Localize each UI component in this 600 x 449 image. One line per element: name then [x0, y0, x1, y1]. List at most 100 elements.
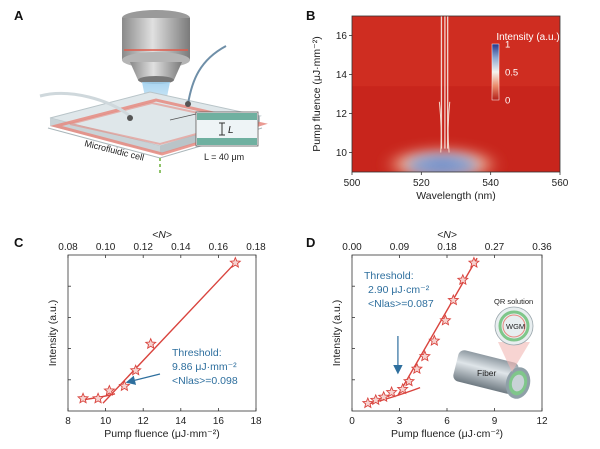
- colorbar-tick-label: 0: [505, 96, 510, 107]
- y-axis-label: Pump fluence (μJ·mm⁻²): [311, 36, 323, 151]
- data-point: [377, 390, 390, 403]
- panel-a-letter: A: [14, 8, 24, 23]
- outlet-tube-drawing: [187, 45, 227, 105]
- x-tick-label: 8: [65, 416, 71, 427]
- fiber-inset: Fiber WGM QR solution: [453, 297, 534, 399]
- x-axis-label: Wavelength (nm): [416, 190, 496, 202]
- y-axis-label: Intensity (a.u.): [47, 300, 59, 367]
- wgm-label: WGM: [506, 322, 525, 331]
- data-point: [129, 364, 142, 376]
- data-point: [402, 374, 416, 387]
- threshold-title: Threshold:: [172, 347, 222, 359]
- threshold-n: <Nlas>=0.098: [172, 375, 238, 387]
- data-point: [418, 350, 431, 362]
- plot-frame: [67, 254, 257, 412]
- top-x-tick-label: 0.10: [96, 242, 116, 253]
- fiber-core: [511, 374, 525, 392]
- zoom-ring: [498, 310, 530, 342]
- panel-d: D 0 3 6 9 12 0.00 0.09 0.18 0.27 0.36 Pump fluence …: [306, 229, 552, 440]
- top-x-tick-label: 0.08: [58, 242, 78, 253]
- top-x-tick-label: 0.09: [390, 242, 410, 253]
- x-tick-label: 10: [100, 416, 112, 427]
- data-point: [385, 385, 398, 398]
- inlet-tube-drawing: [39, 91, 131, 118]
- data-point: [456, 273, 469, 286]
- inset-length-symbol: L: [228, 125, 234, 136]
- data-point: [118, 379, 131, 392]
- top-x-tick-label: 0.16: [209, 242, 229, 253]
- data-point: [428, 334, 441, 346]
- threshold-value: 9.86 μJ·mm⁻²: [172, 361, 237, 373]
- top-x-axis-label: <N>: [152, 229, 172, 241]
- x-tick-label: 9: [492, 416, 498, 427]
- panel-a: A: [14, 8, 268, 176]
- y-tick-label: 10: [336, 148, 348, 159]
- fiber-label: Fiber: [477, 368, 497, 378]
- heatmap-band: [352, 16, 560, 87]
- colorbar: [491, 43, 500, 101]
- top-x-tick-label: 0.00: [342, 242, 362, 253]
- length-label: L = 40 μm: [204, 152, 244, 162]
- x-tick-label: 540: [482, 178, 499, 189]
- data-point: [410, 362, 423, 375]
- solution-label: QR solution: [494, 297, 533, 306]
- x-tick-label: 6: [444, 416, 450, 427]
- data-point: [439, 314, 452, 326]
- data-point: [361, 396, 374, 409]
- fit-line-below-threshold: [366, 386, 421, 406]
- emission-core: [408, 157, 477, 172]
- heatmap-area: [352, 16, 560, 172]
- data-point: [92, 392, 105, 404]
- x-tick-label: 12: [138, 416, 150, 427]
- top-x-axis-label: <N>: [437, 229, 457, 241]
- x-tick-label: 18: [250, 416, 262, 427]
- lasing-curve: [438, 101, 442, 153]
- colorbar-tick-label: 1: [505, 40, 510, 51]
- panel-d-letter: D: [306, 235, 315, 250]
- fiber-drawing: [453, 350, 519, 394]
- data-point: [144, 337, 157, 350]
- colorbar-title: Intensity (a.u.): [496, 32, 559, 43]
- x-tick-label: 560: [552, 178, 569, 189]
- channel-inset: L: [169, 111, 259, 147]
- threshold-title: Threshold:: [364, 270, 414, 282]
- data-point: [229, 256, 242, 268]
- x-axis-label: Pump fluence (μJ·mm⁻²): [104, 428, 219, 440]
- objective-lens-drawing: [122, 10, 190, 84]
- x-tick-label: 0: [349, 416, 355, 427]
- x-tick-label: 14: [175, 416, 187, 427]
- data-point: [76, 392, 90, 404]
- top-x-tick-label: 0.18: [437, 242, 457, 253]
- x-tick-label: 3: [397, 416, 403, 427]
- panel-c-letter: C: [14, 235, 24, 250]
- colorbar-tick-label: 0.5: [505, 68, 518, 79]
- top-x-tick-label: 0.36: [532, 242, 552, 253]
- data-point: [396, 382, 409, 395]
- data-point: [103, 384, 116, 396]
- lasing-curve: [447, 101, 451, 153]
- threshold-arrow: [125, 373, 161, 385]
- top-x-tick-label: 0.14: [171, 242, 191, 253]
- y-tick-label: 12: [336, 109, 348, 120]
- x-tick-label: 520: [413, 178, 430, 189]
- y-axis-label: Intensity (a.u.): [331, 300, 343, 367]
- panel-c: C 8 10 12 14 16 18 0.08 0.10 0.12 0.14 0.16 0.18 Pump…: [14, 229, 266, 440]
- fit-line-above-threshold: [102, 262, 236, 404]
- top-x-tick-label: 0.12: [133, 242, 153, 253]
- plot-frame: [351, 15, 561, 173]
- top-x-tick-label: 0.27: [485, 242, 505, 253]
- data-point: [447, 293, 460, 306]
- threshold-value: 2.90 μJ·cm⁻²: [368, 284, 430, 296]
- top-x-tick-label: 0.18: [246, 242, 266, 253]
- x-tick-label: 12: [536, 416, 548, 427]
- zoom-cone: [498, 342, 530, 372]
- zoom-mode: [502, 314, 526, 338]
- y-tick-label: 16: [336, 31, 348, 42]
- y-tick-label: 14: [336, 70, 348, 81]
- threshold-n: <Nlas>=0.087: [368, 298, 434, 310]
- x-tick-label: 500: [344, 178, 361, 189]
- data-point: [467, 256, 480, 268]
- panel-b-letter: B: [306, 8, 315, 23]
